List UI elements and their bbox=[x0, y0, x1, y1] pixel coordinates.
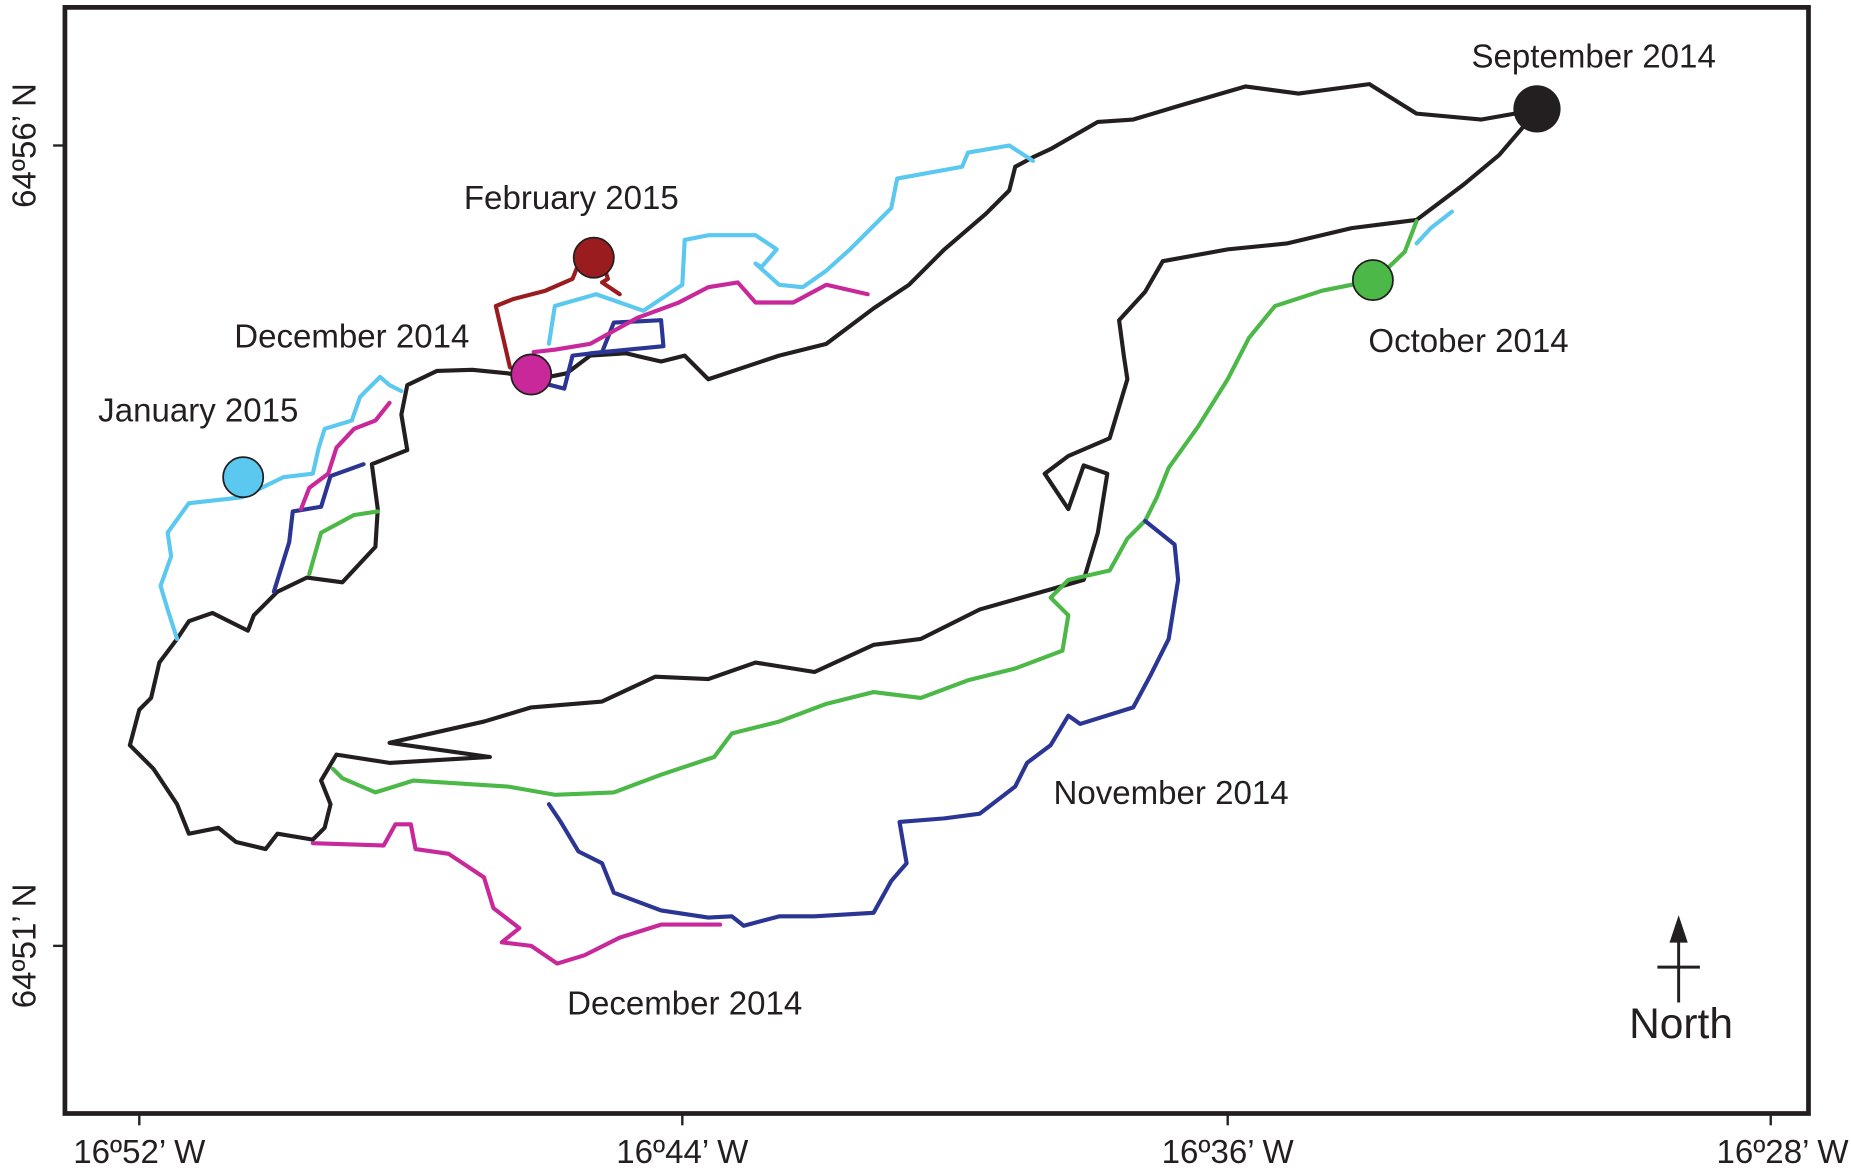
marker-october bbox=[1351, 259, 1394, 302]
flow-november bbox=[546, 518, 1181, 928]
north-label: North bbox=[1629, 1001, 1733, 1048]
flow-december-south bbox=[310, 822, 723, 966]
flow-december-north bbox=[531, 280, 870, 355]
flow-november-north bbox=[535, 318, 666, 391]
y-tick-label: 64º51’ N bbox=[6, 883, 43, 1008]
y-tick-label: 64º56’ N bbox=[6, 83, 43, 208]
map-frame bbox=[62, 5, 1811, 1116]
marker-january bbox=[222, 456, 265, 499]
flow-january-east bbox=[1414, 209, 1455, 246]
flow-october bbox=[330, 218, 1419, 797]
marker-september bbox=[1513, 85, 1561, 133]
marker-february bbox=[572, 236, 615, 279]
north-arrow bbox=[1657, 915, 1700, 1003]
x-axis-labels: 16º52’ W 16º44’ W 16º36’ W 16º28’ W bbox=[73, 1134, 1849, 1171]
flow-label: February 2015 bbox=[464, 180, 679, 217]
flow-january bbox=[158, 374, 404, 642]
flow-label: September 2014 bbox=[1471, 39, 1715, 76]
flow-october-west bbox=[307, 509, 380, 577]
x-tick-label: 16º44’ W bbox=[616, 1134, 749, 1171]
flow-outline-september bbox=[127, 82, 1537, 852]
tick-marks bbox=[53, 144, 1772, 1126]
flow-label: January 2015 bbox=[98, 393, 298, 430]
flow-label: November 2014 bbox=[1053, 775, 1288, 812]
flow-label: December 2014 bbox=[234, 318, 469, 355]
flow-november-west bbox=[271, 462, 366, 594]
x-tick-label: 16º52’ W bbox=[73, 1134, 206, 1171]
flow-december-west bbox=[298, 400, 392, 512]
flow-label: December 2014 bbox=[567, 985, 802, 1022]
x-tick-label: 16º36’ W bbox=[1162, 1134, 1295, 1171]
flow-january-north bbox=[546, 143, 1035, 346]
marker-december bbox=[510, 353, 553, 396]
x-tick-label: 16º28’ W bbox=[1716, 1134, 1849, 1171]
flow-label: October 2014 bbox=[1368, 323, 1568, 360]
